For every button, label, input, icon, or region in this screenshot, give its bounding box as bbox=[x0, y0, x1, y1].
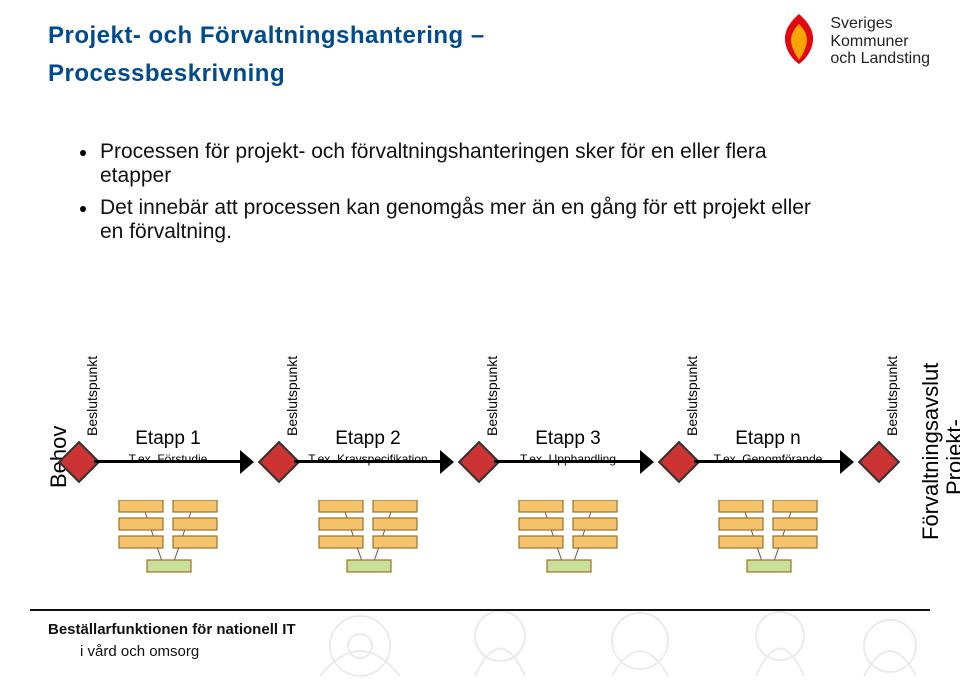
stage-subtitle: T.ex. Genomförande bbox=[688, 452, 848, 466]
page-subtitle: Processbeskrivning bbox=[48, 60, 285, 88]
bullet-dot-icon bbox=[80, 206, 86, 212]
flame-icon bbox=[778, 12, 820, 71]
bullet-dot-icon bbox=[80, 150, 86, 156]
stage-title: Etapp 2 bbox=[298, 428, 438, 450]
bullet-text: Processen för projekt- och förvaltningsh… bbox=[100, 140, 840, 188]
footer-line2: i vård och omsorg bbox=[80, 643, 199, 660]
decision-label: Beslutspunkt bbox=[884, 356, 900, 436]
decision-label: Beslutspunkt bbox=[484, 356, 500, 436]
decision-label: Beslutspunkt bbox=[684, 356, 700, 436]
bullet-list: Processen för projekt- och förvaltningsh… bbox=[80, 140, 840, 252]
skl-logo: Sveriges Kommuner och Landsting bbox=[778, 12, 930, 71]
stage-subtitle: T.ex. Förstudie bbox=[88, 452, 248, 466]
logo-line1: Sveriges bbox=[830, 15, 930, 33]
stage-subtitle: T.ex. Upphandling bbox=[488, 452, 648, 466]
logo-line3: och Landsting bbox=[830, 50, 930, 68]
stage-title: Etapp 3 bbox=[498, 428, 638, 450]
stage-mini-diagram bbox=[113, 500, 223, 580]
logo-text: Sveriges Kommuner och Landsting bbox=[830, 15, 930, 68]
page-title: Projekt- och Förvaltningshantering – bbox=[48, 22, 485, 50]
bullet-text: Det innebär att processen kan genomgås m… bbox=[100, 196, 840, 244]
process-diagram: BehovBeslutspunktEtapp 1T.ex. Förstudie … bbox=[0, 340, 960, 600]
footer-divider bbox=[30, 609, 930, 611]
stage-subtitle: T.ex. Kravspecifikation bbox=[288, 452, 448, 466]
right-axis-label: Förvaltningsavslut bbox=[918, 363, 944, 540]
right-axis-label-2: Projekt- bbox=[942, 419, 960, 495]
logo-line2: Kommuner bbox=[830, 33, 930, 51]
stage-title: Etapp n bbox=[698, 428, 838, 450]
background-art bbox=[300, 566, 940, 686]
decision-label: Beslutspunkt bbox=[84, 356, 100, 436]
bullet-item: Det innebär att processen kan genomgås m… bbox=[80, 196, 840, 244]
decision-label: Beslutspunkt bbox=[284, 356, 300, 436]
stage-title: Etapp 1 bbox=[98, 428, 238, 450]
footer-line1: Beställarfunktionen för nationell IT bbox=[48, 621, 296, 638]
bullet-item: Processen för projekt- och förvaltningsh… bbox=[80, 140, 840, 188]
decision-diamond-icon bbox=[858, 441, 900, 483]
